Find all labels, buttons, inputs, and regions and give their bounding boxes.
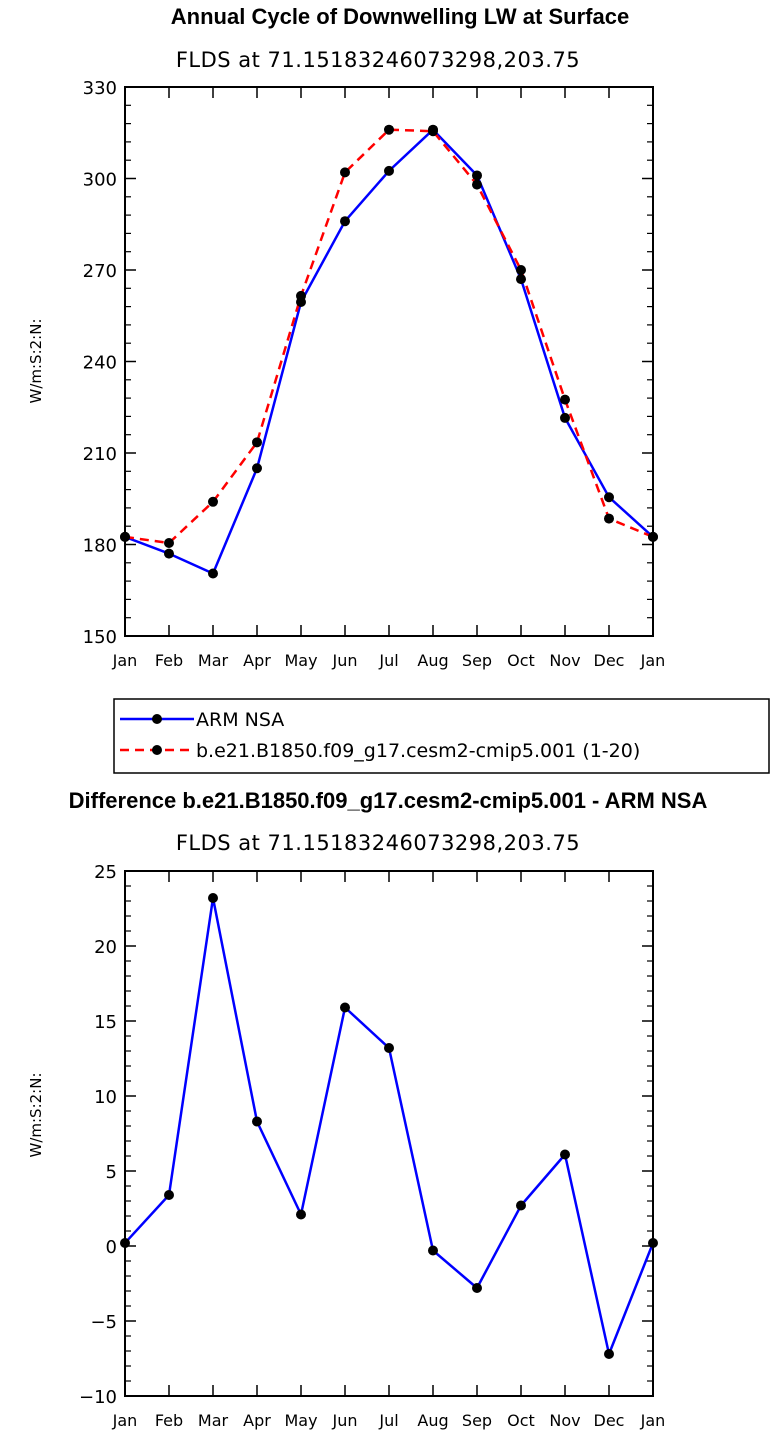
- chart2-series-0-point: [604, 1349, 614, 1359]
- chart1-series-1-point: [208, 496, 218, 507]
- chart1-xtick-label: Mar: [198, 651, 229, 670]
- chart1-series-0-point: [208, 568, 218, 579]
- chart1-series-1-point: [384, 124, 394, 135]
- chart1-series-0-point: [340, 216, 350, 227]
- chart1-ytick-label: 240: [83, 353, 117, 374]
- chart2-xtick-label: Jan: [640, 1411, 666, 1430]
- chart2-ytick-label: 10: [94, 1087, 117, 1108]
- chart1-ytick-label: 180: [83, 536, 117, 557]
- chart1-xtick-label: Nov: [549, 651, 580, 670]
- chart1-subtitle: FLDS at 71.15183246073298,203.75: [176, 48, 580, 72]
- chart1-series-1-point: [648, 531, 658, 542]
- chart2-xtick-label: May: [284, 1411, 317, 1430]
- chart2-xtick-label: Jan: [112, 1411, 138, 1430]
- chart2-series-line-0: [124, 896, 655, 1356]
- chart2-series-0-point: [516, 1200, 526, 1211]
- chart1-xtick-label: Sep: [462, 651, 492, 670]
- legend-label-cesm2: b.e21.B1850.f09_g17.cesm2-cmip5.001 (1-2…: [196, 740, 640, 762]
- chart1-xtick-label: Oct: [507, 651, 535, 670]
- chart2-series-0-point: [252, 1116, 262, 1127]
- chart2-series: [120, 893, 658, 1359]
- chart2-xtick-label: Aug: [417, 1411, 448, 1430]
- chart1-ylabel: W/m:S:2:N:: [27, 319, 45, 404]
- chart1-series-1-point: [164, 537, 174, 548]
- legend: ARM NSA b.e21.B1850.f09_g17.cesm2-cmip5.…: [113, 698, 770, 774]
- chart1-series-0-point: [472, 170, 482, 181]
- chart1-series-0-point: [516, 274, 526, 285]
- chart1-series-1-point: [428, 126, 438, 137]
- chart2-xtick-label: Nov: [549, 1411, 580, 1430]
- chart1-series-1-point: [296, 290, 306, 301]
- chart1-series-0-point: [384, 165, 394, 176]
- chart2-series-0-point: [296, 1209, 306, 1220]
- chart1-series-0-point: [604, 492, 614, 503]
- chart1-series-1-point: [120, 531, 130, 542]
- chart1-xtick-label: Jul: [378, 651, 398, 670]
- chart1-ytick-label: 330: [83, 78, 117, 99]
- chart1-xtick-label: Jun: [332, 651, 358, 670]
- chart2-ytick-label: −5: [90, 1312, 117, 1333]
- chart2-series-0-point: [164, 1190, 174, 1200]
- legend-marker-arm-nsa: [152, 714, 162, 724]
- chart2-title: Difference b.e21.B1850.f09_g17.cesm2-cmi…: [69, 788, 708, 813]
- chart2-ylabel: W/m:S:2:N:: [27, 1073, 45, 1158]
- chart1-xtick-label: Apr: [243, 651, 271, 670]
- chart2-xtick-label: Sep: [462, 1411, 492, 1430]
- chart2-ytick-label: 15: [94, 1012, 117, 1033]
- legend-label-arm-nsa: ARM NSA: [196, 709, 284, 731]
- chart1-series-1-point: [604, 513, 614, 524]
- chart2-xtick-label: Jun: [332, 1411, 358, 1430]
- chart2-xtick-label: Apr: [243, 1411, 271, 1430]
- chart2-ytick-label: 20: [94, 937, 117, 958]
- chart1-title: Annual Cycle of Downwelling LW at Surfac…: [171, 4, 629, 29]
- chart2-series-0-point: [340, 1002, 350, 1013]
- chart1-series-0-point: [164, 548, 174, 559]
- chart2-series-0-point: [428, 1245, 438, 1256]
- chart1-series-1-point: [472, 179, 482, 190]
- chart2-series-0-point: [648, 1238, 658, 1248]
- chart1-xtick-label: Jan: [112, 651, 138, 670]
- chart1-series-0-point: [560, 412, 570, 423]
- chart1-xtick-label: Jan: [640, 651, 666, 670]
- chart1-xtick-label: Dec: [594, 651, 625, 670]
- chart1-series-1-point: [560, 394, 570, 405]
- chart1-ytick-label: 270: [83, 261, 117, 282]
- chart1-xtick-label: Aug: [417, 651, 448, 670]
- legend-box: [113, 698, 770, 774]
- chart1-series-line-0: [124, 128, 654, 575]
- chart2-ytick-label: −10: [79, 1387, 117, 1408]
- chart2-xtick-label: Oct: [507, 1411, 535, 1430]
- chart-annual-cycle: Annual Cycle of Downwelling LW at Surfac…: [27, 4, 665, 670]
- chart2-axes: −10 −5 0 5 10 15 20 25 Jan Feb Mar Apr May Jun Jul Aug S…: [79, 862, 665, 1430]
- chart2-xtick-label: Feb: [155, 1411, 183, 1430]
- chart2-series-0-point: [120, 1238, 130, 1248]
- chart1-series-1-point: [340, 167, 350, 178]
- legend-marker-cesm2: [152, 745, 162, 755]
- chart2-ytick-label: 5: [106, 1162, 117, 1183]
- chart1-ytick-label: 210: [83, 444, 117, 465]
- chart2-xtick-label: Jul: [378, 1411, 398, 1430]
- chart1-axes: 150 180 210 240 270 300 330 Jan Feb Mar Apr May Jun J…: [83, 78, 666, 670]
- chart1-series-1-point: [252, 437, 262, 448]
- chart-difference: Difference b.e21.B1850.f09_g17.cesm2-cmi…: [27, 788, 707, 1430]
- chart2-series-0-point: [384, 1043, 394, 1053]
- chart1-series-1-point: [516, 265, 526, 275]
- chart1-series-line-1: [124, 128, 654, 545]
- chart2-series-0-point: [560, 1149, 570, 1160]
- chart1-ytick-label: 150: [83, 627, 117, 648]
- chart2-xtick-label: Mar: [198, 1411, 229, 1430]
- chart2-ytick-label: 0: [106, 1237, 117, 1258]
- chart1-xtick-label: May: [284, 651, 317, 670]
- chart2-series-0-point: [208, 893, 218, 903]
- chart1-xtick-label: Feb: [155, 651, 183, 670]
- chart1-ytick-label: 300: [83, 170, 117, 191]
- chart1-series: [120, 124, 658, 579]
- chart2-xtick-label: Dec: [594, 1411, 625, 1430]
- chart2-subtitle: FLDS at 71.15183246073298,203.75: [176, 831, 580, 855]
- chart1-series-0-point: [252, 463, 262, 474]
- chart2-series-0-point: [472, 1283, 482, 1293]
- chart2-ytick-label: 25: [94, 862, 117, 883]
